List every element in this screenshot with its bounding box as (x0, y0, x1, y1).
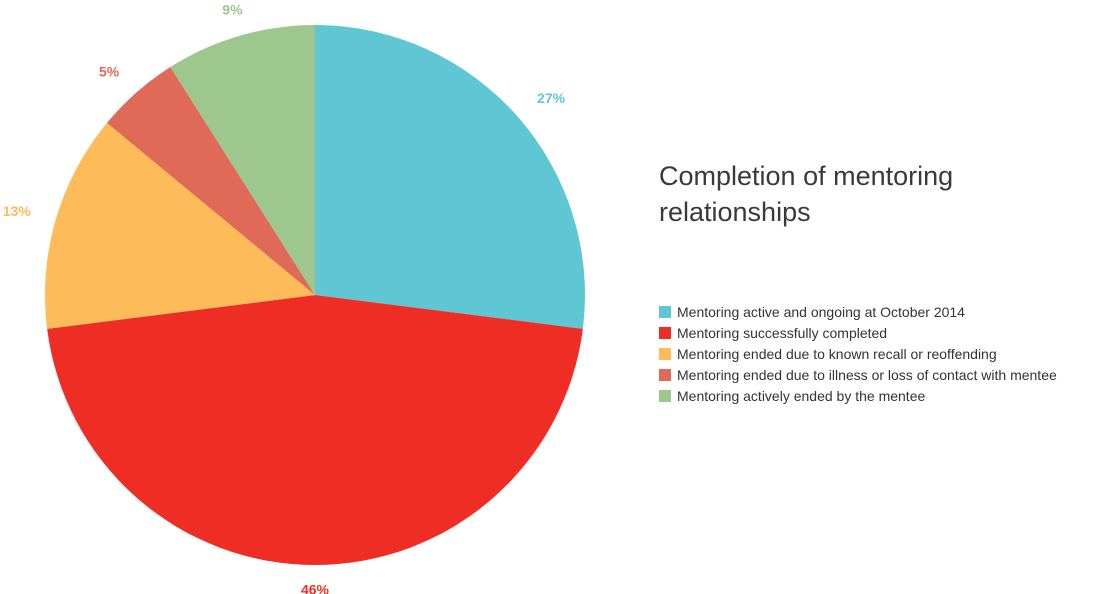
legend-label: Mentoring ended due to illness or loss o… (677, 366, 1057, 383)
legend-item-successfully-completed: Mentoring successfully completed (659, 322, 1057, 343)
legend-label: Mentoring actively ended by the mentee (677, 387, 926, 404)
legend-swatch (659, 305, 671, 318)
legend-swatch (659, 347, 671, 360)
pie-slice-illness-loss-of-contact (106, 67, 315, 295)
legend-item-illness-loss-of-contact: Mentoring ended due to illness or loss o… (659, 364, 1057, 385)
legend-swatch (659, 389, 671, 402)
legend-label: Mentoring ended due to known recall or r… (677, 345, 997, 362)
pie-slice-ended-by-mentee (170, 25, 315, 295)
pie-slice-recall-reoffending (45, 122, 316, 329)
chart-title: Completion of mentoring relationships (659, 161, 954, 227)
legend-label: Mentoring active and ongoing at October … (677, 303, 965, 320)
legend-item-recall-reoffending: Mentoring ended due to known recall or r… (659, 343, 1057, 364)
legend: Mentoring active and ongoing at October … (659, 301, 1057, 406)
pie-value-label-recall-reoffending: 13% (3, 203, 32, 219)
pie-slice-active-ongoing (315, 25, 586, 329)
pie-chart: 27% 46% 13% 5% 9% (3, 1, 586, 594)
pie-value-label-successfully-completed: 46% (301, 582, 330, 594)
pie-value-label-illness-loss-of-contact: 5% (99, 64, 120, 80)
legend-swatch (659, 368, 671, 381)
pie-value-label-ended-by-mentee: 9% (222, 1, 243, 17)
pie-value-label-active-ongoing: 27% (537, 90, 566, 106)
legend-label: Mentoring successfully completed (677, 324, 888, 341)
legend-swatch (659, 326, 671, 339)
legend-item-active-ongoing: Mentoring active and ongoing at October … (659, 301, 1057, 322)
pie-slice-successfully-completed (47, 295, 583, 565)
legend-item-ended-by-mentee: Mentoring actively ended by the mentee (659, 385, 1057, 406)
